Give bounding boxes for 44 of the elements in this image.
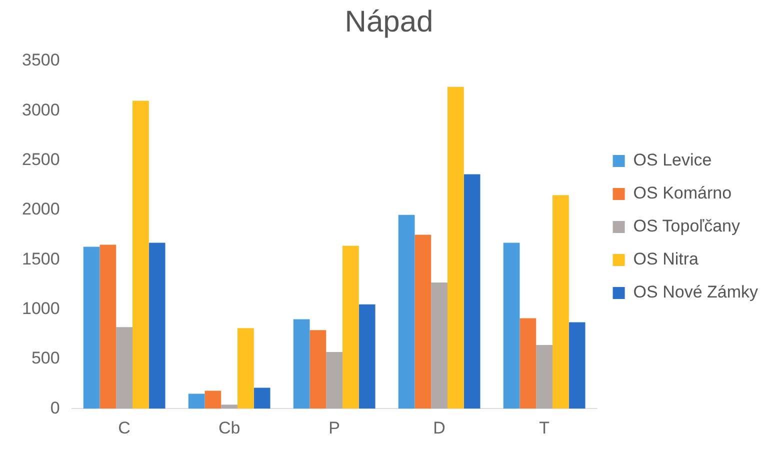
bar	[188, 394, 205, 409]
y-tick-label: 2000	[22, 200, 60, 219]
legend-label: OS Komárno	[633, 184, 732, 203]
x-tick-label: Cb	[218, 418, 240, 438]
bar	[254, 388, 270, 409]
bar	[116, 327, 133, 409]
y-tick-label: 1500	[22, 249, 60, 268]
bar	[358, 304, 376, 409]
bar	[204, 390, 222, 409]
y-tick-label: 1000	[22, 298, 60, 318]
bar	[398, 214, 415, 409]
x-tick-label: D	[433, 418, 446, 438]
bar	[552, 195, 569, 409]
legend-label: OS Nitra	[633, 250, 700, 269]
bar	[148, 242, 166, 409]
legend-label: OS Topoľčany	[633, 216, 741, 236]
bar	[342, 246, 359, 409]
bar	[448, 86, 464, 409]
chart-title: Nápad	[344, 5, 434, 38]
bar	[414, 234, 432, 409]
y-tick-label: 500	[31, 348, 60, 368]
bar	[536, 345, 552, 409]
bar	[503, 242, 520, 409]
bar	[520, 318, 536, 409]
bar	[293, 319, 310, 409]
bar	[464, 174, 480, 409]
bar	[238, 328, 254, 409]
y-tick-label: 3500	[22, 50, 60, 70]
x-tick-label: P	[328, 418, 340, 438]
bar	[221, 404, 238, 409]
bar	[132, 100, 149, 409]
bar	[310, 330, 326, 409]
bar	[100, 244, 116, 409]
legend-label: OS Nové Zámky	[633, 282, 758, 302]
y-tick-label: 0	[50, 398, 60, 418]
y-tick-label: 2500	[22, 150, 60, 169]
legend-label: OS Levice	[633, 150, 712, 170]
bar	[568, 322, 586, 409]
bar	[431, 282, 448, 409]
y-tick-label: 3000	[22, 100, 60, 120]
bar	[83, 246, 100, 409]
bar	[326, 352, 342, 409]
x-tick-label: C	[118, 418, 130, 438]
x-tick-label: T	[539, 418, 550, 438]
